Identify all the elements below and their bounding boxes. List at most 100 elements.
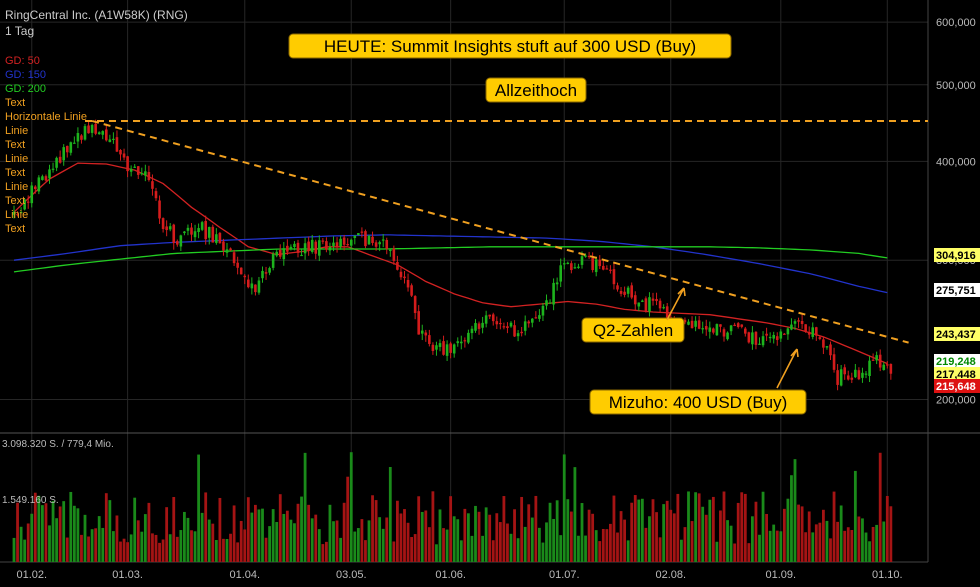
volume-bar [474,505,477,562]
price-tag-label: 304,916 [936,250,976,262]
volume-bar [889,506,893,562]
volume-bar [431,491,435,562]
candle-body [62,147,65,161]
volume-bar [516,538,520,562]
volume-bar [839,505,843,562]
volume-bar [406,522,410,562]
volume-bar [321,544,325,562]
volume-bar [491,540,495,562]
candle-body [105,129,108,141]
candle-body [183,231,186,234]
volume-bar [48,525,51,562]
candle-body [502,326,506,328]
candle-body [193,231,197,238]
candle-body [729,325,733,332]
candle-body [736,323,740,327]
candle-body [428,335,431,344]
volume-bar [172,497,176,562]
candle-body [83,126,87,140]
candle-body [325,241,328,250]
chart-title: RingCentral Inc. (A1W58K) (RNG) [5,8,188,22]
volume-bar [90,529,94,562]
volume-bar [594,530,598,562]
x-tick-label: 01.02. [16,569,47,581]
volume-bar [577,535,580,562]
volume-bar [261,508,264,562]
volume-bar [254,504,257,562]
volume-bar [633,495,637,562]
candle-body [275,251,278,256]
annotation-ath: Allzeithoch [485,77,587,103]
candle-body [186,227,190,231]
volume-bar [388,467,392,562]
candle-body [51,168,55,170]
chart-header: RingCentral Inc. (A1W58K) (RNG) 1 Tag [5,8,188,38]
candle-body [690,320,694,329]
candle-body [310,239,314,252]
volume-bar [76,508,80,562]
volume-bar [477,511,481,562]
volume-bar [133,497,137,562]
volume-bar [122,538,126,562]
volume-bar [488,514,492,562]
volume-bar [829,538,832,562]
candle-body [864,373,868,375]
volume-bar [193,531,197,562]
volume-bar [665,500,669,562]
volume-bar [207,519,211,562]
candle-body [136,166,140,175]
volume-bar [758,534,761,562]
candle-body [772,334,775,339]
candle-body [55,157,58,168]
volume-bar [779,531,783,562]
volume-bar [314,514,318,562]
volume-bar [609,523,612,562]
volume-bar [861,518,864,562]
candle-body [765,333,768,336]
volume-bar [268,526,271,562]
candle-body [605,268,609,270]
candle-body [602,265,605,270]
candle-body [822,339,825,348]
volume-bar [378,517,382,562]
candle-body [307,241,310,251]
volume-bar [282,513,286,562]
volume-bar [108,500,112,562]
volume-bar [495,513,499,562]
candle-body [488,314,491,317]
volume-bar [307,504,311,562]
x-tick-label: 02.08. [655,569,686,581]
candle-body [655,299,658,302]
volume-bar [740,492,744,562]
volume-bar [658,537,662,562]
legend-line-4: Linie [5,209,28,221]
volume-bar [143,514,147,562]
candle-body [154,191,158,199]
volume-bar [772,524,776,562]
candle-body [65,145,69,153]
volume-bar [136,520,140,562]
candle-body [438,343,442,347]
arrow-mizuho [776,348,799,389]
volume-bar [587,509,591,562]
candle-body [271,253,275,268]
volume-bar [51,500,55,562]
volume-bar [690,521,694,562]
volume-bar [427,527,431,562]
candle-body [90,125,94,133]
price-tag-label: 217,448 [936,369,976,381]
volume-bar [708,499,712,562]
candle-body [410,285,413,296]
candle-body [318,240,321,256]
volume-bar [104,493,108,562]
volume-bar [371,495,374,562]
candle-body [580,256,584,265]
candle-body [417,311,420,335]
candle-body [346,244,349,246]
candle-body [857,370,861,380]
candle-body [378,242,381,245]
annotation-summit-text: HEUTE: Summit Insights stuft auf 300 USD… [324,37,696,56]
price-tag-box [934,327,980,341]
volume-label-top: 3.098.320 S. / 779,4 Mio. [2,439,114,450]
volume-bar [711,496,715,562]
